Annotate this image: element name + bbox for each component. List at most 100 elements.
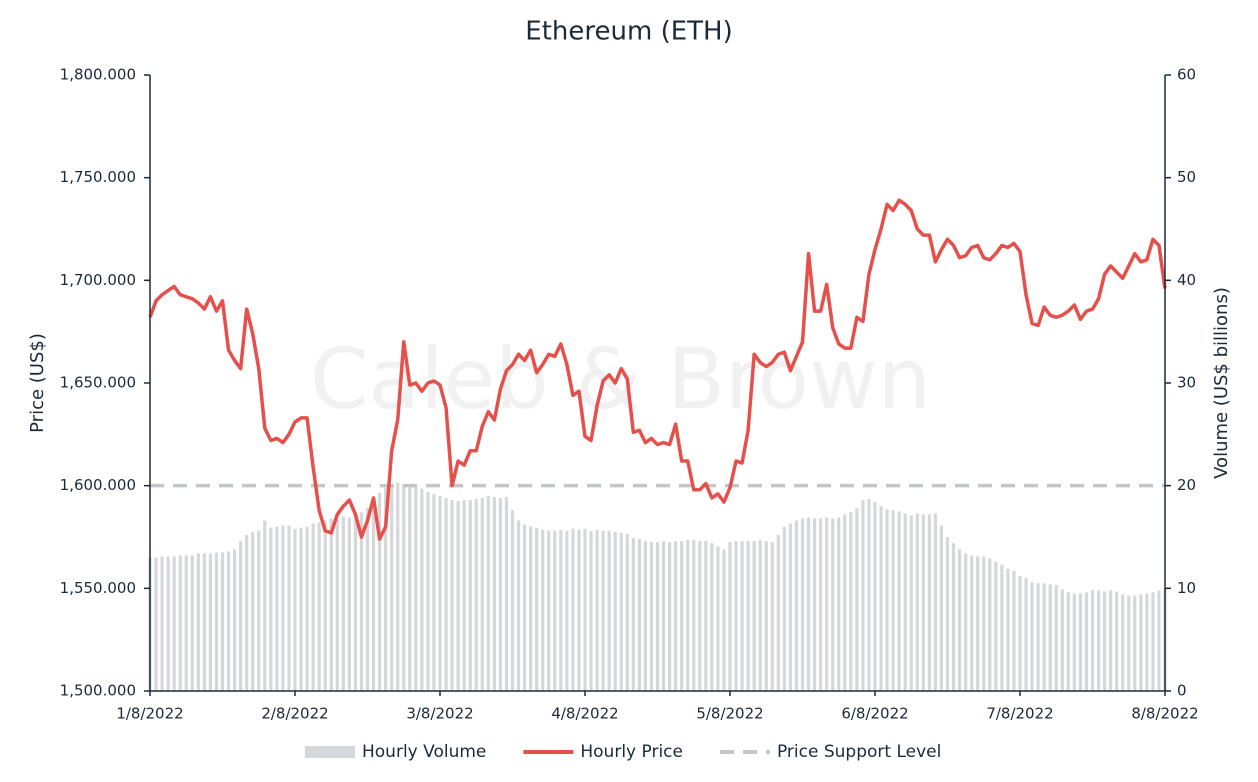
volume-bar	[819, 518, 823, 691]
volume-bar	[788, 523, 793, 691]
volume-bar	[1012, 570, 1016, 691]
volume-bar	[879, 506, 883, 691]
volume-bar	[420, 488, 424, 691]
x-tick-label: 6/8/2022	[841, 705, 908, 723]
volume-bar	[825, 517, 829, 691]
x-tick-label: 1/8/2022	[116, 705, 183, 723]
x-tick-label: 3/8/2022	[406, 705, 473, 723]
chart-title: Ethereum (ETH)	[525, 17, 732, 47]
volume-bar	[831, 518, 835, 691]
volume-bar	[232, 549, 237, 691]
volume-bar	[957, 549, 962, 691]
volume-bar	[927, 514, 931, 691]
volume-bar	[1054, 585, 1058, 691]
volume-bar	[522, 524, 527, 691]
volume-bar	[323, 520, 327, 691]
volume-bar	[317, 522, 321, 691]
volume-bar	[1078, 593, 1083, 691]
x-tick-label: 8/8/2022	[1131, 705, 1198, 723]
legend-swatch	[305, 746, 355, 758]
volume-bar	[438, 495, 442, 691]
volume-bar	[245, 534, 249, 691]
volume-bar	[492, 496, 496, 691]
volume-bar	[335, 519, 339, 691]
volume-bar	[667, 542, 672, 691]
volume-bar	[595, 529, 599, 691]
legend-label: Hourly Price	[580, 742, 683, 762]
volume-bar	[722, 549, 726, 691]
volume-bar	[516, 520, 521, 691]
volume-bar	[770, 542, 774, 691]
y-tick-label: 1,800.000	[60, 66, 136, 84]
volume-bar	[160, 556, 164, 691]
volume-bar	[716, 546, 720, 691]
volume-bar	[353, 514, 358, 691]
volume-bar	[698, 541, 702, 691]
volume-bar	[371, 500, 376, 691]
volume-bar	[287, 525, 291, 691]
volume-bar	[1060, 589, 1064, 691]
volume-bar	[752, 541, 756, 691]
volume-bar	[686, 540, 690, 691]
volume-bar	[1151, 592, 1155, 691]
volume-bar	[402, 484, 406, 691]
volume-bar	[655, 542, 660, 691]
volume-bar	[1109, 590, 1113, 691]
volume-bar	[1133, 595, 1137, 691]
volume-bar	[794, 520, 799, 691]
y-tick-label: 1,650.000	[60, 374, 136, 392]
volume-bar	[172, 556, 176, 691]
volume-bar	[740, 541, 744, 691]
volume-bar	[1090, 590, 1095, 691]
volume-bar	[710, 543, 714, 691]
volume-bar	[873, 502, 877, 691]
volume-bar	[994, 561, 998, 691]
volume-bar	[728, 542, 732, 691]
volume-bar	[184, 555, 188, 691]
volume-bar	[396, 482, 400, 691]
volume-bar	[758, 540, 762, 691]
volume-bar	[806, 517, 811, 691]
volume-bar	[625, 533, 629, 691]
volume-bar	[498, 497, 503, 691]
y2-tick-label: 50	[1177, 168, 1196, 186]
volume-bar	[1000, 564, 1004, 691]
volume-bar	[390, 483, 394, 691]
volume-bar	[1096, 590, 1101, 691]
y2-tick-label: 0	[1177, 682, 1187, 700]
volume-bar	[692, 540, 696, 691]
volume-bar	[764, 541, 768, 691]
y-tick-label: 1,750.000	[60, 168, 136, 186]
volume-bar	[1102, 591, 1107, 691]
volume-bar	[1157, 590, 1161, 691]
y2-tick-label: 20	[1177, 476, 1196, 494]
volume-bar	[535, 527, 539, 691]
volume-bar	[504, 496, 509, 691]
volume-bar	[529, 526, 533, 691]
volume-bar	[915, 513, 919, 691]
volume-bar	[1145, 593, 1149, 691]
y-tick-label: 1,700.000	[60, 271, 136, 289]
volume-bar	[680, 541, 684, 691]
volume-bar	[456, 501, 460, 691]
volume-bar	[384, 487, 388, 691]
volume-bar	[541, 529, 545, 691]
volume-bar	[885, 509, 889, 691]
volume-bar	[281, 525, 285, 691]
volume-bar	[1139, 594, 1143, 691]
volume-bar	[982, 556, 986, 691]
volume-bar	[903, 513, 907, 691]
volume-bar	[154, 557, 158, 691]
volume-bar	[1066, 592, 1070, 691]
volume-bar	[951, 543, 956, 691]
volume-bar	[474, 499, 478, 691]
volume-bar	[976, 556, 980, 691]
y-tick-label: 1,600.000	[60, 476, 136, 494]
volume-bar	[970, 555, 974, 691]
volume-bar	[263, 520, 267, 691]
volume-bar	[480, 497, 484, 691]
volume-bar	[704, 541, 708, 691]
volume-bar	[891, 510, 895, 691]
volume-bar	[746, 541, 750, 691]
volume-bar	[196, 553, 200, 691]
